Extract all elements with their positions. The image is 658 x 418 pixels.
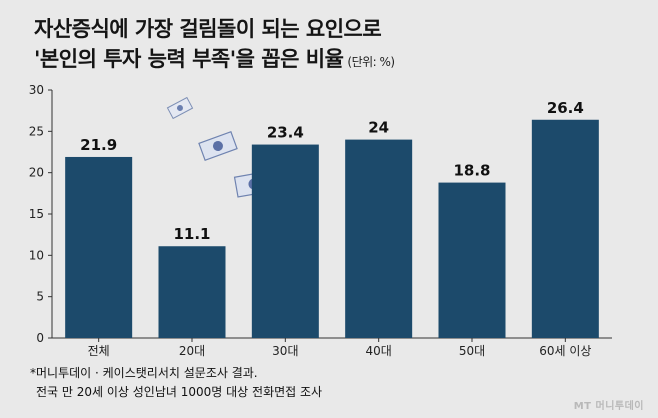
title-line-2-text: '본인의 투자 능력 부족'을 꼽은 비율 (34, 47, 344, 71)
data-label: 18.8 (453, 162, 490, 180)
data-label: 21.9 (80, 136, 117, 154)
chart-title: 자산증식에 가장 걸림돌이 되는 요인으로 '본인의 투자 능력 부족'을 꼽은… (34, 14, 395, 77)
data-label: 23.4 (267, 124, 304, 142)
banknote-icon (198, 130, 238, 162)
bar (251, 144, 319, 338)
bar (531, 119, 599, 338)
unit-label: (단위: %) (347, 55, 395, 69)
note-line-1: *머니투데이 · 케이스탯리서치 설문조사 결과. (30, 366, 258, 380)
bar (158, 246, 226, 338)
bar (345, 139, 413, 338)
bars (65, 119, 599, 338)
y-tick-label: 5 (36, 290, 44, 304)
axes: 0 5 10 15 20 25 30 전체 20대 30대 40대 50대 60세 이상 (29, 83, 612, 358)
x-tick-label: 50대 (459, 344, 485, 358)
note-line-2: 전국 만 20세 이상 성인남녀 1000명 대상 전화면접 조사 (36, 385, 323, 399)
x-tick-label: 60세 이상 (539, 344, 591, 358)
y-tick-label: 25 (29, 124, 44, 138)
data-label: 11.1 (173, 225, 210, 243)
y-tick-label: 20 (29, 166, 44, 180)
title-line-2: '본인의 투자 능력 부족'을 꼽은 비율 (단위: %) (34, 44, 395, 77)
bar (438, 182, 506, 338)
data-labels: 21.9 11.1 23.4 24 18.8 26.4 (80, 99, 584, 243)
data-label: 24 (368, 119, 389, 137)
y-tick-label: 30 (29, 83, 44, 97)
title-line-1: 자산증식에 가장 걸림돌이 되는 요인으로 (34, 17, 382, 41)
x-tick-label: 40대 (366, 344, 392, 358)
bar (65, 156, 133, 338)
data-label: 26.4 (547, 99, 584, 117)
x-tick-label: 20대 (179, 344, 205, 358)
x-tick-label: 30대 (272, 344, 298, 358)
source-note: *머니투데이 · 케이스탯리서치 설문조사 결과. 전국 만 20세 이상 성인… (30, 364, 322, 402)
banknote-icon (166, 96, 194, 120)
y-tick-label: 0 (36, 331, 44, 345)
y-tick-label: 15 (29, 207, 44, 221)
y-tick-label: 10 (29, 248, 44, 262)
watermark-logo: MT 머니투데이 (573, 401, 644, 412)
x-tick-label: 전체 (88, 344, 110, 358)
